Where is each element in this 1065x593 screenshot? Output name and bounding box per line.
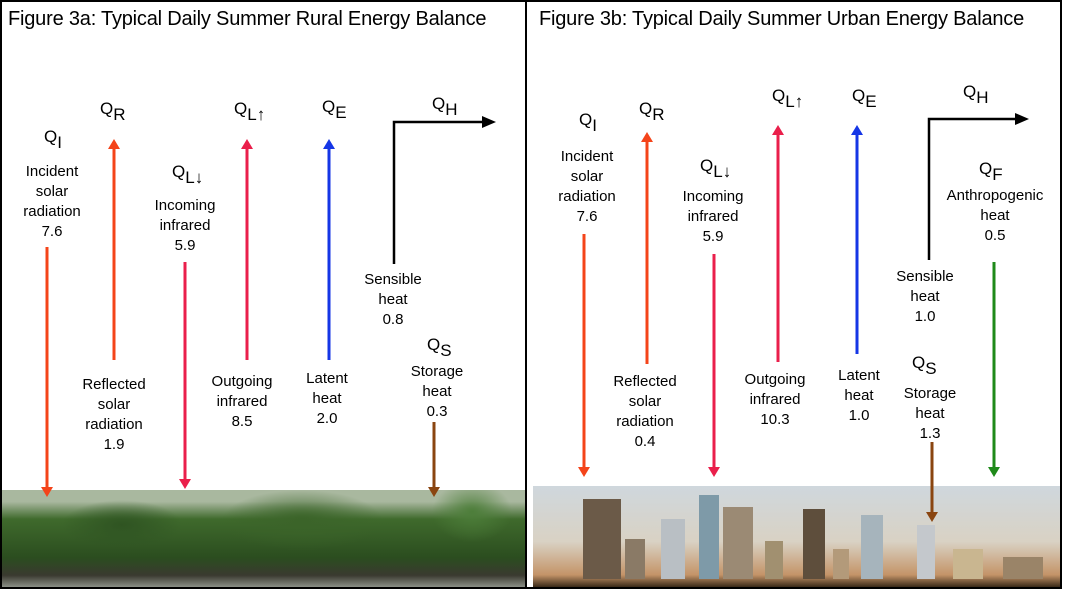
- urban-latent-heat-label: Latent heat 1.0: [838, 367, 880, 424]
- rural-qh-symbol: QH: [432, 94, 458, 119]
- urban-qi-symbol: QI: [579, 110, 597, 135]
- rural-qe-symbol: QE: [322, 97, 347, 122]
- urban-qs-symbol: QS: [912, 353, 937, 378]
- urban-skyline-scene: [533, 486, 1060, 587]
- urban-qe-symbol: QE: [852, 86, 877, 111]
- urban-sensible-heat-arrow: [927, 113, 1029, 260]
- urban-qld-symbol: QL↓: [700, 156, 732, 181]
- urban-reflected-solar-label: Reflected solar radiation 0.4: [613, 373, 677, 450]
- rural-qi-symbol: QI: [44, 127, 62, 152]
- rural-qr-symbol: QR: [100, 99, 126, 124]
- urban-qf-symbol: QF: [979, 159, 1003, 184]
- rural-storage-heat-label: Storage heat 0.3: [410, 363, 464, 420]
- rural-reflected-solar-label: Reflected solar radiation 1.9: [82, 376, 146, 453]
- rural-latent-heat-label: Latent heat 2.0: [306, 370, 348, 427]
- urban-anthropogenic-heat-label: Anthropogenic heat 0.5: [946, 187, 1044, 244]
- rural-outgoing-infrared-label: Outgoing infrared 8.5: [211, 373, 273, 430]
- urban-energy-balance-panel: Figure 3b: Typical Daily Summer Urban En…: [527, 0, 1062, 589]
- rural-qlu-symbol: QL↑: [234, 99, 266, 124]
- urban-sensible-heat-label: Sensible heat 1.0: [896, 268, 954, 325]
- urban-outgoing-infrared-label: Outgoing infrared 10.3: [744, 371, 806, 428]
- rural-figure-title: Figure 3a: Typical Daily Summer Rural En…: [8, 8, 487, 30]
- rural-incoming-infrared-label: Incoming infrared 5.9: [154, 197, 216, 254]
- urban-qr-symbol: QR: [639, 99, 665, 124]
- urban-qlu-symbol: QL↑: [772, 86, 804, 111]
- urban-incoming-infrared-label: Incoming infrared 5.9: [682, 188, 744, 245]
- urban-storage-heat-label: Storage heat 1.3: [903, 385, 957, 442]
- rural-sensible-heat-label: Sensible heat 0.8: [364, 271, 422, 328]
- rural-arrows: [41, 116, 496, 497]
- rural-sensible-heat-arrow: [392, 116, 496, 264]
- rural-qld-symbol: QL↓: [172, 162, 204, 187]
- rural-qs-symbol: QS: [427, 335, 452, 360]
- urban-qh-symbol: QH: [963, 82, 989, 107]
- rural-forest-scene: [2, 490, 525, 587]
- urban-figure-title: Figure 3b: Typical Daily Summer Urban En…: [539, 8, 1025, 30]
- rural-energy-balance-panel: Figure 3a: Typical Daily Summer Rural En…: [0, 0, 527, 589]
- rural-incident-solar-label: Incident solar radiation 7.6: [23, 163, 81, 240]
- urban-arrows: [578, 113, 1029, 522]
- urban-incident-solar-label: Incident solar radiation 7.6: [558, 148, 616, 225]
